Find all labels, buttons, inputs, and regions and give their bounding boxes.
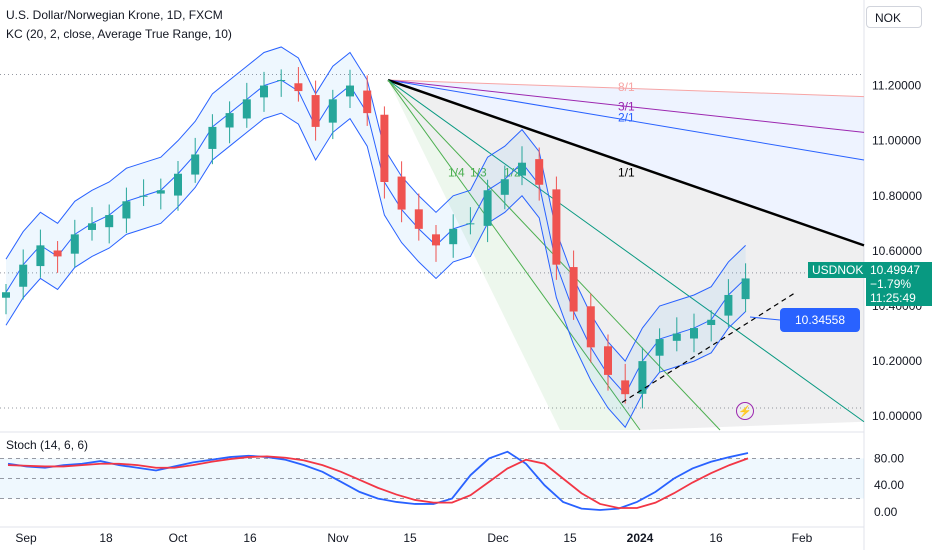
fan-line-0 — [387, 79, 865, 98]
candle-body — [277, 80, 286, 82]
time-tick: 15 — [563, 531, 577, 545]
price-tag-change: −1.79% — [870, 277, 912, 291]
time-tick: 15 — [403, 531, 417, 545]
price-tag: 10.49947 −1.79% 11:25:49 — [866, 262, 932, 306]
candle-body — [122, 201, 131, 219]
candle-body — [535, 159, 544, 185]
candle-body — [466, 223, 475, 225]
annotation-box[interactable]: 10.34558 — [780, 308, 860, 332]
time-tick: Nov — [327, 531, 348, 545]
time-tick: Sep — [15, 531, 37, 545]
candle-body — [449, 228, 458, 245]
candle-body — [260, 85, 268, 98]
candle-body — [586, 306, 595, 348]
time-tick: 16 — [243, 531, 257, 545]
time-tick: 18 — [99, 531, 113, 545]
candle-body — [432, 234, 440, 246]
candle-body — [707, 319, 716, 326]
stoch-d-line — [7, 455, 749, 509]
candle-body — [105, 215, 114, 228]
candle-body — [483, 190, 492, 226]
candle-body — [380, 114, 389, 182]
keltner-lower — [5, 112, 746, 429]
candle-body — [2, 292, 10, 298]
fan-line-1 — [387, 79, 865, 133]
fan-zone-middle — [388, 80, 864, 431]
trend-line — [621, 291, 797, 403]
price-tick: 11.00000 — [872, 134, 921, 148]
candle-body — [156, 190, 165, 194]
candle-body — [552, 189, 561, 265]
candle-body — [139, 195, 148, 197]
currency-button[interactable]: NOK — [866, 6, 922, 28]
stoch-label: Stoch (14, 6, 6) — [6, 438, 89, 452]
fan-line-3 — [387, 78, 865, 247]
fan-line-quarter — [387, 79, 641, 431]
fan-label-2: 2/1 — [618, 110, 635, 124]
time-tick: 16 — [709, 531, 723, 545]
candle-body — [19, 264, 28, 287]
fan-label-3: 1/1 — [618, 165, 635, 179]
candle-body — [191, 154, 200, 175]
candle-body — [294, 83, 303, 92]
candle-body — [311, 95, 320, 127]
candle-body — [414, 209, 423, 229]
price-tag-countdown: 11:25:49 — [870, 291, 916, 305]
candle-body — [174, 173, 182, 196]
price-tick: 10.60000 — [872, 244, 922, 258]
candle-body — [346, 85, 354, 97]
stoch-tick: 0.00 — [874, 505, 898, 519]
time-tick: Dec — [487, 531, 508, 545]
time-tick: Oct — [169, 531, 188, 545]
stoch-tick: 40.00 — [874, 478, 904, 492]
time-tick: 2024 — [627, 531, 654, 545]
time-tick: Feb — [792, 531, 813, 545]
fan-label-5: 1/3 — [470, 165, 487, 179]
candle-body — [397, 176, 406, 210]
keltner-fill — [6, 46, 746, 428]
price-tick: 11.20000 — [872, 79, 921, 93]
fan-zone-upper — [388, 80, 864, 246]
fan-line-2 — [387, 79, 865, 161]
candle-body — [604, 346, 612, 375]
price-tick: 10.20000 — [872, 354, 922, 368]
candle-body — [672, 333, 681, 341]
candle-body — [621, 380, 630, 395]
candle-body — [655, 339, 664, 356]
fan-label-0: 8/1 — [618, 80, 635, 94]
fan-label-6: 1/4 — [448, 165, 465, 179]
fan-label-1: 3/1 — [618, 99, 635, 113]
stoch-tick: 80.00 — [874, 451, 904, 465]
candle-body — [724, 294, 733, 316]
candle-body — [36, 245, 45, 267]
price-tag-value: 10.49947 — [870, 263, 921, 277]
price-tick: 10.00000 — [872, 409, 922, 423]
candle-body — [242, 99, 251, 119]
candle-body — [328, 99, 337, 123]
indicator-label: KC (20, 2, close, Average True Range, 10… — [6, 27, 232, 41]
price-tag-symbol: USDNOK — [808, 262, 868, 278]
candle-body — [53, 250, 62, 257]
candle-body — [741, 278, 750, 300]
candle-body — [569, 267, 578, 312]
candle-body — [638, 361, 647, 394]
fan-line-4 — [387, 79, 865, 423]
price-tick: 10.80000 — [872, 189, 922, 203]
keltner-upper — [5, 46, 746, 362]
candle-body — [70, 234, 79, 254]
symbol-title: U.S. Dollar/Norwegian Krone, 1D, FXCM — [6, 8, 223, 22]
lightning-icon[interactable]: ⚡ — [736, 402, 754, 420]
candle-body — [363, 90, 372, 114]
candle-body — [208, 126, 217, 149]
stoch-k-line — [7, 450, 749, 511]
candle-body — [690, 328, 698, 339]
candle-body — [225, 113, 234, 128]
annotation-pointer — [749, 316, 781, 321]
candle-body — [88, 223, 96, 230]
candle-body — [518, 162, 526, 176]
candle-body — [500, 179, 509, 195]
